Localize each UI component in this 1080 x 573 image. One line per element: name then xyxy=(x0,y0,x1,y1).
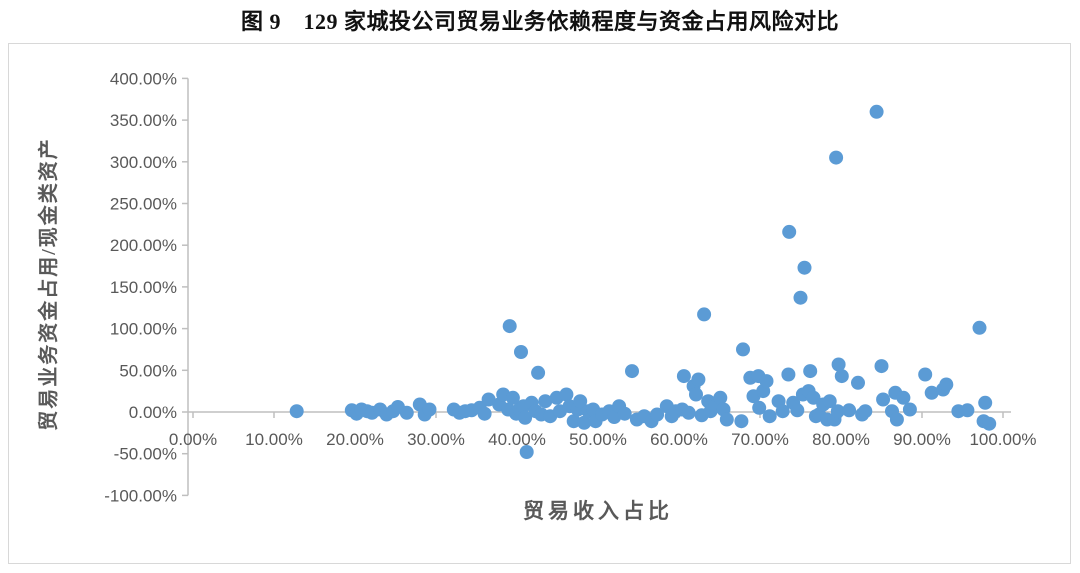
x-axis-title: 贸易收入占比 xyxy=(523,499,673,523)
y-tick-label: 200.00% xyxy=(110,236,177,255)
scatter-point xyxy=(538,394,553,409)
scatter-point xyxy=(978,395,993,410)
scatter-point xyxy=(831,357,846,372)
scatter-point xyxy=(689,387,703,402)
scatter-point xyxy=(869,104,884,119)
scatter-point xyxy=(399,405,414,420)
scatter-point xyxy=(960,403,975,418)
y-tick-label: 350.00% xyxy=(110,111,177,130)
scatter-point xyxy=(577,415,592,430)
scatter-point xyxy=(822,394,837,409)
scatter-point xyxy=(566,414,581,429)
scatter-point xyxy=(559,387,574,402)
scatter-point xyxy=(713,390,728,405)
scatter-point xyxy=(617,406,632,421)
scatter-point xyxy=(505,390,520,405)
scatter-point xyxy=(972,320,987,335)
scatter-point xyxy=(797,260,812,275)
y-axis-title: 贸易业务资金占用/现金类资产 xyxy=(36,137,60,431)
scatter-point xyxy=(650,407,665,422)
scatter-point xyxy=(775,404,790,419)
y-tick-label: 300.00% xyxy=(110,153,177,172)
scatter-point xyxy=(514,345,528,359)
scatter-point xyxy=(858,404,873,419)
scatter-point xyxy=(502,319,517,334)
scatter-point xyxy=(422,402,437,417)
scatter-point xyxy=(607,410,622,424)
x-tick-label: 0.00% xyxy=(169,430,217,449)
scatter-point xyxy=(734,414,749,429)
scatter-chart: 400.00% 350.00% 300.00% 250.00% 200.00% 150.0… xyxy=(36,69,1037,523)
scatter-point xyxy=(752,400,767,415)
scatter-point xyxy=(924,385,939,400)
scatter-point xyxy=(719,412,734,427)
y-tick-label: 0.00% xyxy=(129,403,177,422)
x-tick-label: 30.00% xyxy=(407,430,465,449)
x-tick-label: 20.00% xyxy=(326,430,384,449)
scatter-point xyxy=(782,224,797,239)
scatter-point xyxy=(477,406,492,421)
chart-frame: 400.00% 350.00% 300.00% 250.00% 200.00% 150.0… xyxy=(8,43,1071,564)
x-tick-label: 50.00% xyxy=(569,430,627,449)
scatter-point xyxy=(889,412,904,427)
y-tick-label: -100.00% xyxy=(104,486,177,505)
scatter-point xyxy=(289,404,304,419)
y-tick-label: 150.00% xyxy=(110,278,177,297)
scatter-point xyxy=(518,410,533,425)
x-tick-label: 80.00% xyxy=(812,430,870,449)
scatter-point xyxy=(790,403,805,418)
scatter-point xyxy=(851,375,865,390)
scatter-point xyxy=(759,374,774,389)
x-tick-label: 100.00% xyxy=(969,430,1036,449)
y-tick-label: 400.00% xyxy=(110,69,177,88)
scatter-point xyxy=(939,377,954,392)
scatter-point xyxy=(876,392,891,407)
x-tick-label: 40.00% xyxy=(488,430,546,449)
scatter-point xyxy=(681,405,696,420)
y-tick-label: -50.00% xyxy=(114,445,177,464)
scatter-point xyxy=(874,359,889,374)
x-tick-label: 70.00% xyxy=(731,430,789,449)
y-tick-label: 250.00% xyxy=(110,195,177,214)
y-tick-label: 50.00% xyxy=(119,361,177,380)
scatter-point xyxy=(781,367,796,382)
scatter-point xyxy=(762,409,777,424)
scatter-point xyxy=(531,365,546,380)
y-tick-label: 100.00% xyxy=(110,320,177,339)
scatter-point xyxy=(896,390,911,405)
figure-title: 图 9 129 家城投公司贸易业务依赖程度与资金占用风险对比 xyxy=(240,9,839,34)
scatter-point xyxy=(830,404,845,419)
scatter-point xyxy=(918,367,933,382)
x-tick-label: 10.00% xyxy=(245,430,303,449)
scatter-point xyxy=(697,307,712,322)
scatter-point xyxy=(736,342,750,357)
scatter-point xyxy=(834,369,849,384)
scatter-point xyxy=(902,402,917,417)
scatter-point xyxy=(842,403,857,418)
scatter-point xyxy=(691,372,706,387)
scatter-point xyxy=(481,392,496,407)
scatter-point xyxy=(793,290,808,305)
x-tick-label: 60.00% xyxy=(650,430,708,449)
scatter-point xyxy=(573,394,588,409)
scatter-point xyxy=(625,364,639,379)
scatter-point xyxy=(803,364,818,379)
scatter-point xyxy=(982,416,997,431)
x-tick-label: 90.00% xyxy=(893,430,951,449)
scatter-point xyxy=(676,369,691,384)
scatter-point xyxy=(829,150,844,165)
scatter-point xyxy=(519,445,534,459)
